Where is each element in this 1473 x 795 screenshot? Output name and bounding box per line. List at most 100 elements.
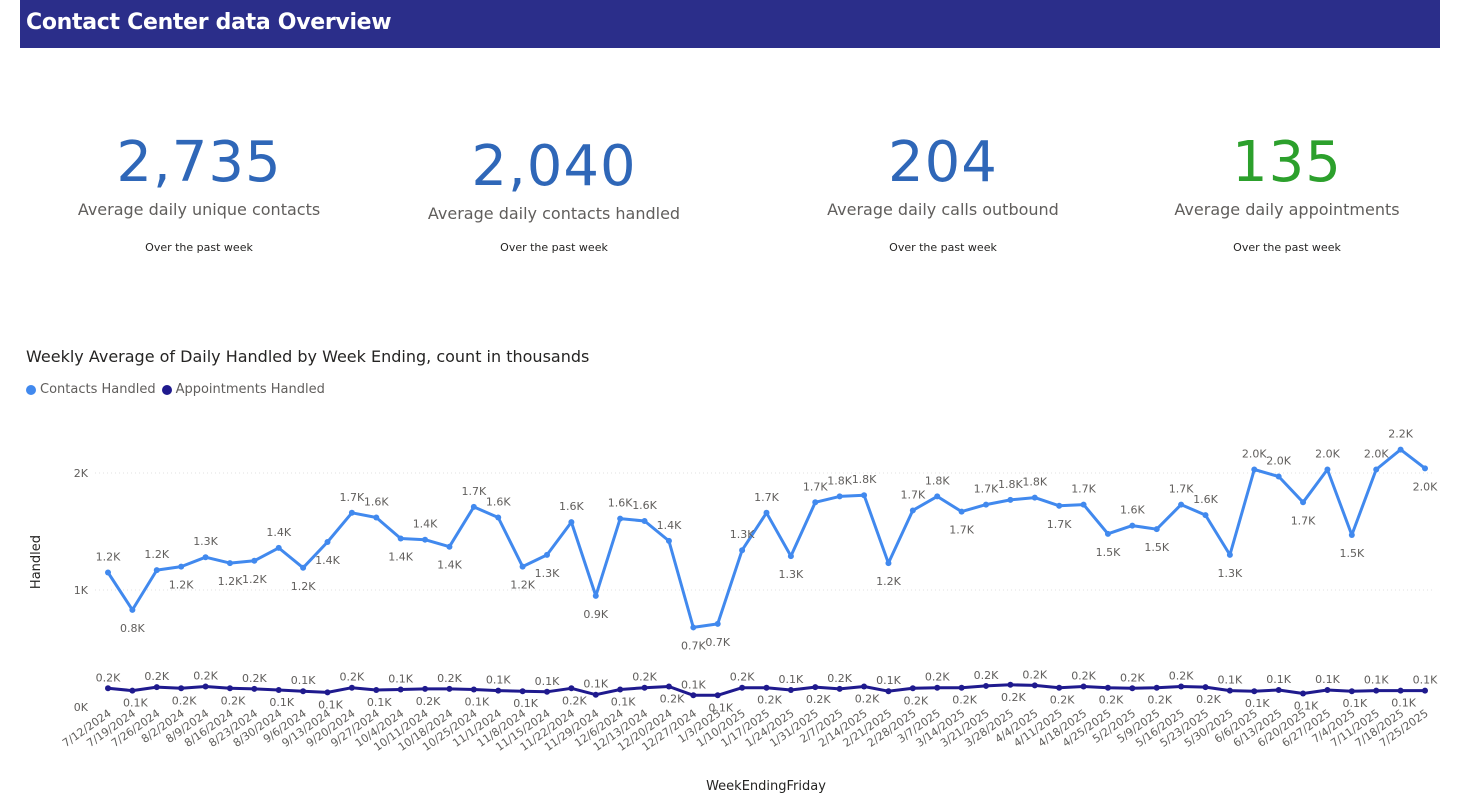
data-label: 0.2K (437, 672, 462, 685)
data-label: 0.2K (562, 694, 587, 707)
data-point (1080, 683, 1087, 690)
data-point (1104, 530, 1111, 537)
data-point (1226, 551, 1233, 558)
data-point (885, 560, 892, 567)
data-label: 0.1K (708, 701, 733, 714)
data-point (226, 685, 233, 692)
data-label: 1.8K (1022, 476, 1047, 489)
data-point (1373, 466, 1380, 473)
data-label: 0.2K (242, 672, 267, 685)
data-point (1348, 688, 1355, 695)
kpi-subtitle: Over the past week (1233, 241, 1341, 254)
legend-marker (26, 384, 36, 395)
kpi-card-appointments[interactable]: 135 Average daily appointments Over the … (1107, 128, 1467, 254)
data-label: 2.0K (1413, 480, 1438, 493)
data-label: 0.1K (535, 675, 560, 688)
data-point (861, 492, 868, 499)
data-label: 0.1K (1342, 697, 1367, 710)
data-label: 1.6K (486, 495, 511, 508)
data-point (1080, 501, 1087, 508)
data-point (324, 539, 331, 546)
data-point (544, 688, 550, 695)
data-point (1275, 687, 1282, 694)
data-label: 1.3K (1218, 567, 1243, 580)
legend-label: Appointments Handled (175, 382, 325, 397)
data-point (909, 685, 916, 692)
data-label: 0.2K (172, 694, 197, 707)
data-label: 2.0K (1242, 447, 1267, 460)
data-label: 0.1K (318, 698, 343, 711)
data-point (934, 684, 941, 691)
data-label: 0.1K (1413, 674, 1438, 687)
data-point (178, 563, 185, 570)
kpi-label: Average daily appointments (1174, 200, 1400, 219)
kpi-value: 204 (888, 130, 998, 195)
data-point (446, 685, 453, 692)
y-tick-label: 1K (74, 584, 89, 597)
data-point (1251, 688, 1258, 695)
data-label: 1.7K (900, 488, 925, 501)
data-label: 1.2K (242, 573, 267, 586)
data-point (178, 685, 185, 692)
data-point (1153, 684, 1160, 691)
data-point (763, 684, 770, 691)
data-point (1202, 684, 1209, 691)
data-label: 0.2K (974, 669, 999, 682)
data-point (348, 509, 355, 516)
chart-legend: Contacts Handled Appointments Handled (26, 382, 331, 397)
data-point (1178, 501, 1185, 508)
data-point (275, 687, 282, 694)
data-point (373, 514, 380, 521)
data-point (568, 519, 575, 526)
data-label: 1.6K (1193, 493, 1218, 506)
data-point (348, 684, 355, 691)
data-label: 0.1K (1245, 697, 1270, 710)
data-point (1031, 494, 1038, 501)
data-point (787, 553, 794, 560)
data-point (763, 509, 770, 516)
data-label: 1.7K (803, 480, 828, 493)
data-label: 1.8K (852, 473, 877, 486)
data-point (934, 493, 941, 500)
data-label: 0.2K (144, 670, 169, 683)
data-point (1178, 683, 1185, 690)
kpi-card-unique-contacts[interactable]: 2,735 Average daily unique contacts Over… (19, 128, 379, 254)
data-point (592, 592, 599, 599)
data-point (153, 567, 160, 574)
data-point (983, 682, 989, 689)
data-point (1300, 690, 1307, 697)
kpi-card-contacts-handled[interactable]: 2,040 Average daily contacts handled Ove… (374, 132, 734, 254)
data-point (251, 685, 258, 692)
data-label: 1.4K (388, 551, 413, 564)
kpi-value: 2,735 (116, 130, 282, 195)
y-tick-label: 2K (74, 467, 89, 480)
data-point (690, 692, 697, 699)
kpi-card-calls-outbound[interactable]: 204 Average daily calls outbound Over th… (763, 128, 1123, 254)
data-point (1031, 682, 1038, 689)
data-point (1202, 512, 1209, 519)
data-point (665, 683, 672, 690)
data-point (129, 606, 136, 613)
data-label: 0.2K (925, 671, 950, 684)
data-label: 1.7K (974, 483, 999, 496)
legend-item-appointments-handled[interactable]: Appointments Handled (161, 382, 325, 397)
data-point (617, 515, 624, 522)
data-point (324, 689, 331, 696)
data-point (105, 569, 111, 576)
data-label: 0.2K (416, 695, 441, 708)
data-label: 0.2K (903, 694, 928, 707)
data-label: 0.1K (464, 695, 489, 708)
data-point (519, 688, 526, 695)
data-point (422, 685, 429, 692)
data-point (397, 686, 404, 693)
data-point (1129, 685, 1136, 692)
legend-item-contacts-handled[interactable]: Contacts Handled (26, 382, 156, 397)
data-point (1153, 526, 1160, 533)
data-label: 1.6K (364, 495, 389, 508)
data-point (275, 544, 282, 551)
data-label: 0.2K (193, 670, 218, 683)
data-label: 0.1K (611, 695, 636, 708)
data-point (1104, 684, 1111, 691)
kpi-label: Average daily contacts handled (427, 204, 681, 223)
